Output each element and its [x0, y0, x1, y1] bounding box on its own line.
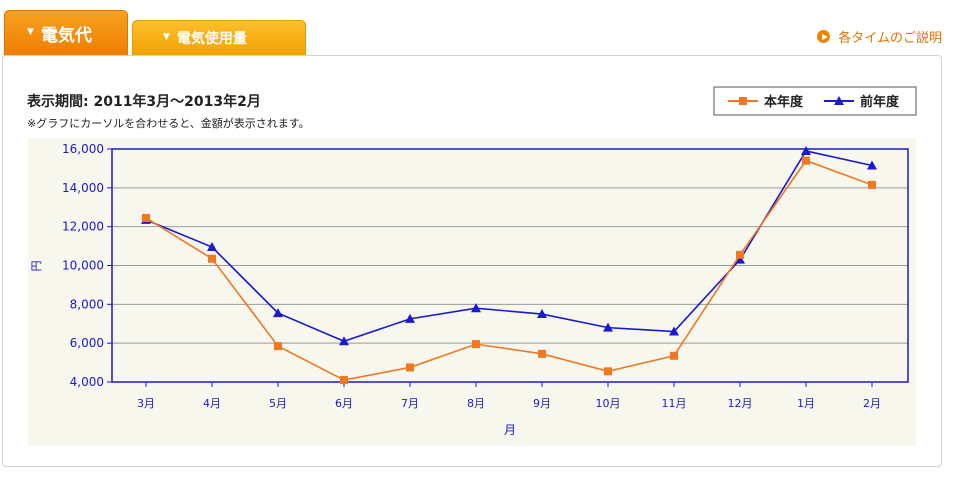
data-point-last-year	[405, 313, 415, 323]
data-point-last-year	[471, 303, 481, 313]
legend-marker-last-year	[834, 96, 844, 105]
x-tick-label: 3月	[137, 397, 155, 410]
triangle-down-icon: ▼	[27, 27, 34, 37]
data-point-this-year	[604, 367, 612, 376]
data-point-this-year	[670, 351, 678, 360]
data-point-last-year	[207, 242, 217, 252]
series-line-last-year	[145, 150, 873, 343]
x-tick-label: 7月	[401, 397, 419, 410]
data-point-this-year	[208, 254, 216, 263]
data-point-this-year	[868, 180, 876, 189]
x-tick-label: 12月	[728, 397, 753, 410]
data-point-last-year	[339, 336, 349, 346]
x-tick-label: 5月	[269, 397, 287, 410]
y-tick-label: 16,000	[62, 142, 104, 156]
triangle-down-icon: ▼	[163, 32, 170, 42]
tab-label: 電気使用量	[176, 31, 247, 47]
x-tick-label: 6月	[335, 397, 353, 410]
y-tick-label: 8,000	[70, 297, 104, 311]
x-tick-label: 9月	[533, 397, 551, 410]
x-tick-label: 10月	[596, 397, 621, 410]
legend-marker-this-year	[739, 97, 747, 105]
y-tick-label: 12,000	[62, 220, 104, 234]
x-tick-label: 4月	[203, 397, 221, 410]
hover-note: ※グラフにカーソルを合わせると、金額が表示されます。	[27, 117, 310, 130]
y-tick-label: 6,000	[70, 336, 104, 350]
x-tick-label: 1月	[797, 397, 815, 410]
play-circle-icon	[817, 30, 831, 43]
data-point-last-year	[669, 326, 679, 336]
data-point-this-year	[802, 156, 810, 165]
data-point-last-year	[537, 309, 547, 319]
y-tick-label: 10,000	[62, 259, 104, 273]
y-tick-label: 4,000	[70, 375, 104, 389]
data-point-this-year	[538, 349, 546, 358]
data-point-last-year	[735, 254, 745, 264]
data-point-last-year	[603, 322, 613, 332]
plot-frame	[111, 148, 909, 383]
series-line-this-year	[145, 159, 873, 381]
tab-electricity-cost[interactable]: ▼ 電気代	[4, 10, 128, 56]
display-period: 表示期間: 2011年3月〜2013年2月	[27, 94, 261, 110]
x-tick-label: 11月	[662, 397, 687, 410]
legend-label-last-year: 前年度	[860, 94, 900, 110]
x-tick-label: 2月	[863, 397, 881, 410]
data-point-this-year	[142, 213, 150, 222]
y-tick-label: 14,000	[62, 181, 104, 195]
x-axis-label: 月	[504, 423, 516, 437]
data-point-last-year	[867, 160, 877, 170]
x-tick-label: 8月	[467, 397, 485, 410]
data-point-last-year	[273, 308, 283, 318]
tab-label: 電気代	[40, 25, 92, 46]
help-link-label: 各タイムのご説明	[838, 31, 942, 46]
y-axis-label: 円	[30, 261, 43, 272]
help-link[interactable]: 各タイムのご説明	[817, 27, 942, 46]
data-point-this-year	[340, 376, 348, 385]
data-point-last-year	[801, 145, 811, 155]
data-point-this-year	[472, 340, 480, 349]
data-point-this-year	[274, 342, 282, 351]
data-point-this-year	[736, 250, 744, 259]
data-point-this-year	[406, 363, 414, 372]
legend-label-this-year: 本年度	[764, 94, 804, 110]
